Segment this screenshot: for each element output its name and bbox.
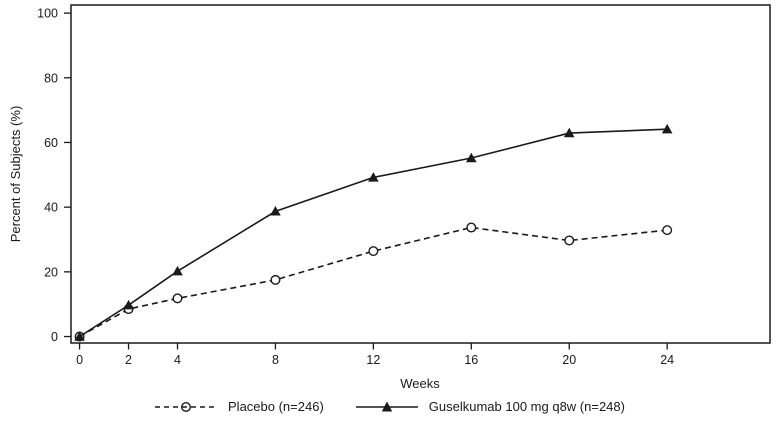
legend: Placebo (n=246) Guselkumab 100 mg q8w (n… (0, 399, 778, 414)
data-point-filled-triangle-guselkumab-100mg-q8w (661, 123, 673, 134)
x-axis-label: Weeks (400, 376, 440, 391)
y-tick-label: 20 (44, 265, 58, 279)
data-point-open-circle-placebo (270, 274, 281, 285)
x-tick-label: 16 (464, 353, 478, 367)
data-point-open-circle-placebo (466, 222, 477, 233)
open-circle-icon (181, 401, 192, 412)
data-point-filled-triangle-guselkumab-100mg-q8w (466, 152, 477, 163)
data-point-open-circle-placebo (662, 225, 673, 236)
x-tick-label: 20 (562, 353, 576, 367)
filled-triangle-icon (381, 401, 392, 411)
x-tick-label: 2 (125, 353, 132, 367)
x-tick-label: 0 (76, 353, 83, 367)
guselkumab-solid-line-sample (355, 401, 418, 411)
x-tick-label: 12 (366, 353, 380, 367)
data-point-filled-triangle-guselkumab-100mg-q8w (172, 265, 183, 276)
data-point-filled-triangle-guselkumab-100mg-q8w (123, 299, 134, 310)
series-line-guselkumab-100mg-q8w (79, 128, 668, 338)
data-point-filled-triangle-guselkumab-100mg-q8w (270, 206, 281, 216)
y-axis-label: Percent of Subjects (%) (8, 106, 23, 243)
data-point-filled-triangle-guselkumab-100mg-q8w (563, 127, 575, 138)
y-tick-label: 0 (51, 330, 58, 344)
data-point-filled-triangle-guselkumab-100mg-q8w (368, 172, 379, 182)
data-point-open-circle-placebo (172, 293, 183, 304)
legend-item-placebo: Placebo (n=246) (153, 399, 324, 414)
legend-item-guselkumab: Guselkumab 100 mg q8w (n=248) (354, 399, 625, 414)
data-point-filled-triangle-guselkumab-100mg-q8w (74, 331, 85, 341)
y-tick-label: 100 (37, 7, 58, 21)
data-point-open-circle-placebo (564, 235, 575, 246)
legend-label-guselkumab: Guselkumab 100 mg q8w (n=248) (428, 399, 625, 414)
legend-label-placebo: Placebo (n=246) (228, 399, 324, 414)
y-tick-label: 40 (44, 201, 58, 215)
x-tick-label: 24 (660, 353, 674, 367)
x-tick-label: 8 (272, 353, 279, 367)
y-tick-label: 60 (44, 136, 58, 150)
x-tick-label: 4 (174, 353, 181, 367)
placebo-dashed-line-sample (155, 401, 218, 412)
data-point-open-circle-placebo (368, 246, 379, 257)
plot-frame (70, 4, 771, 344)
y-tick-label: 80 (44, 71, 58, 85)
series-line-placebo (79, 226, 668, 338)
